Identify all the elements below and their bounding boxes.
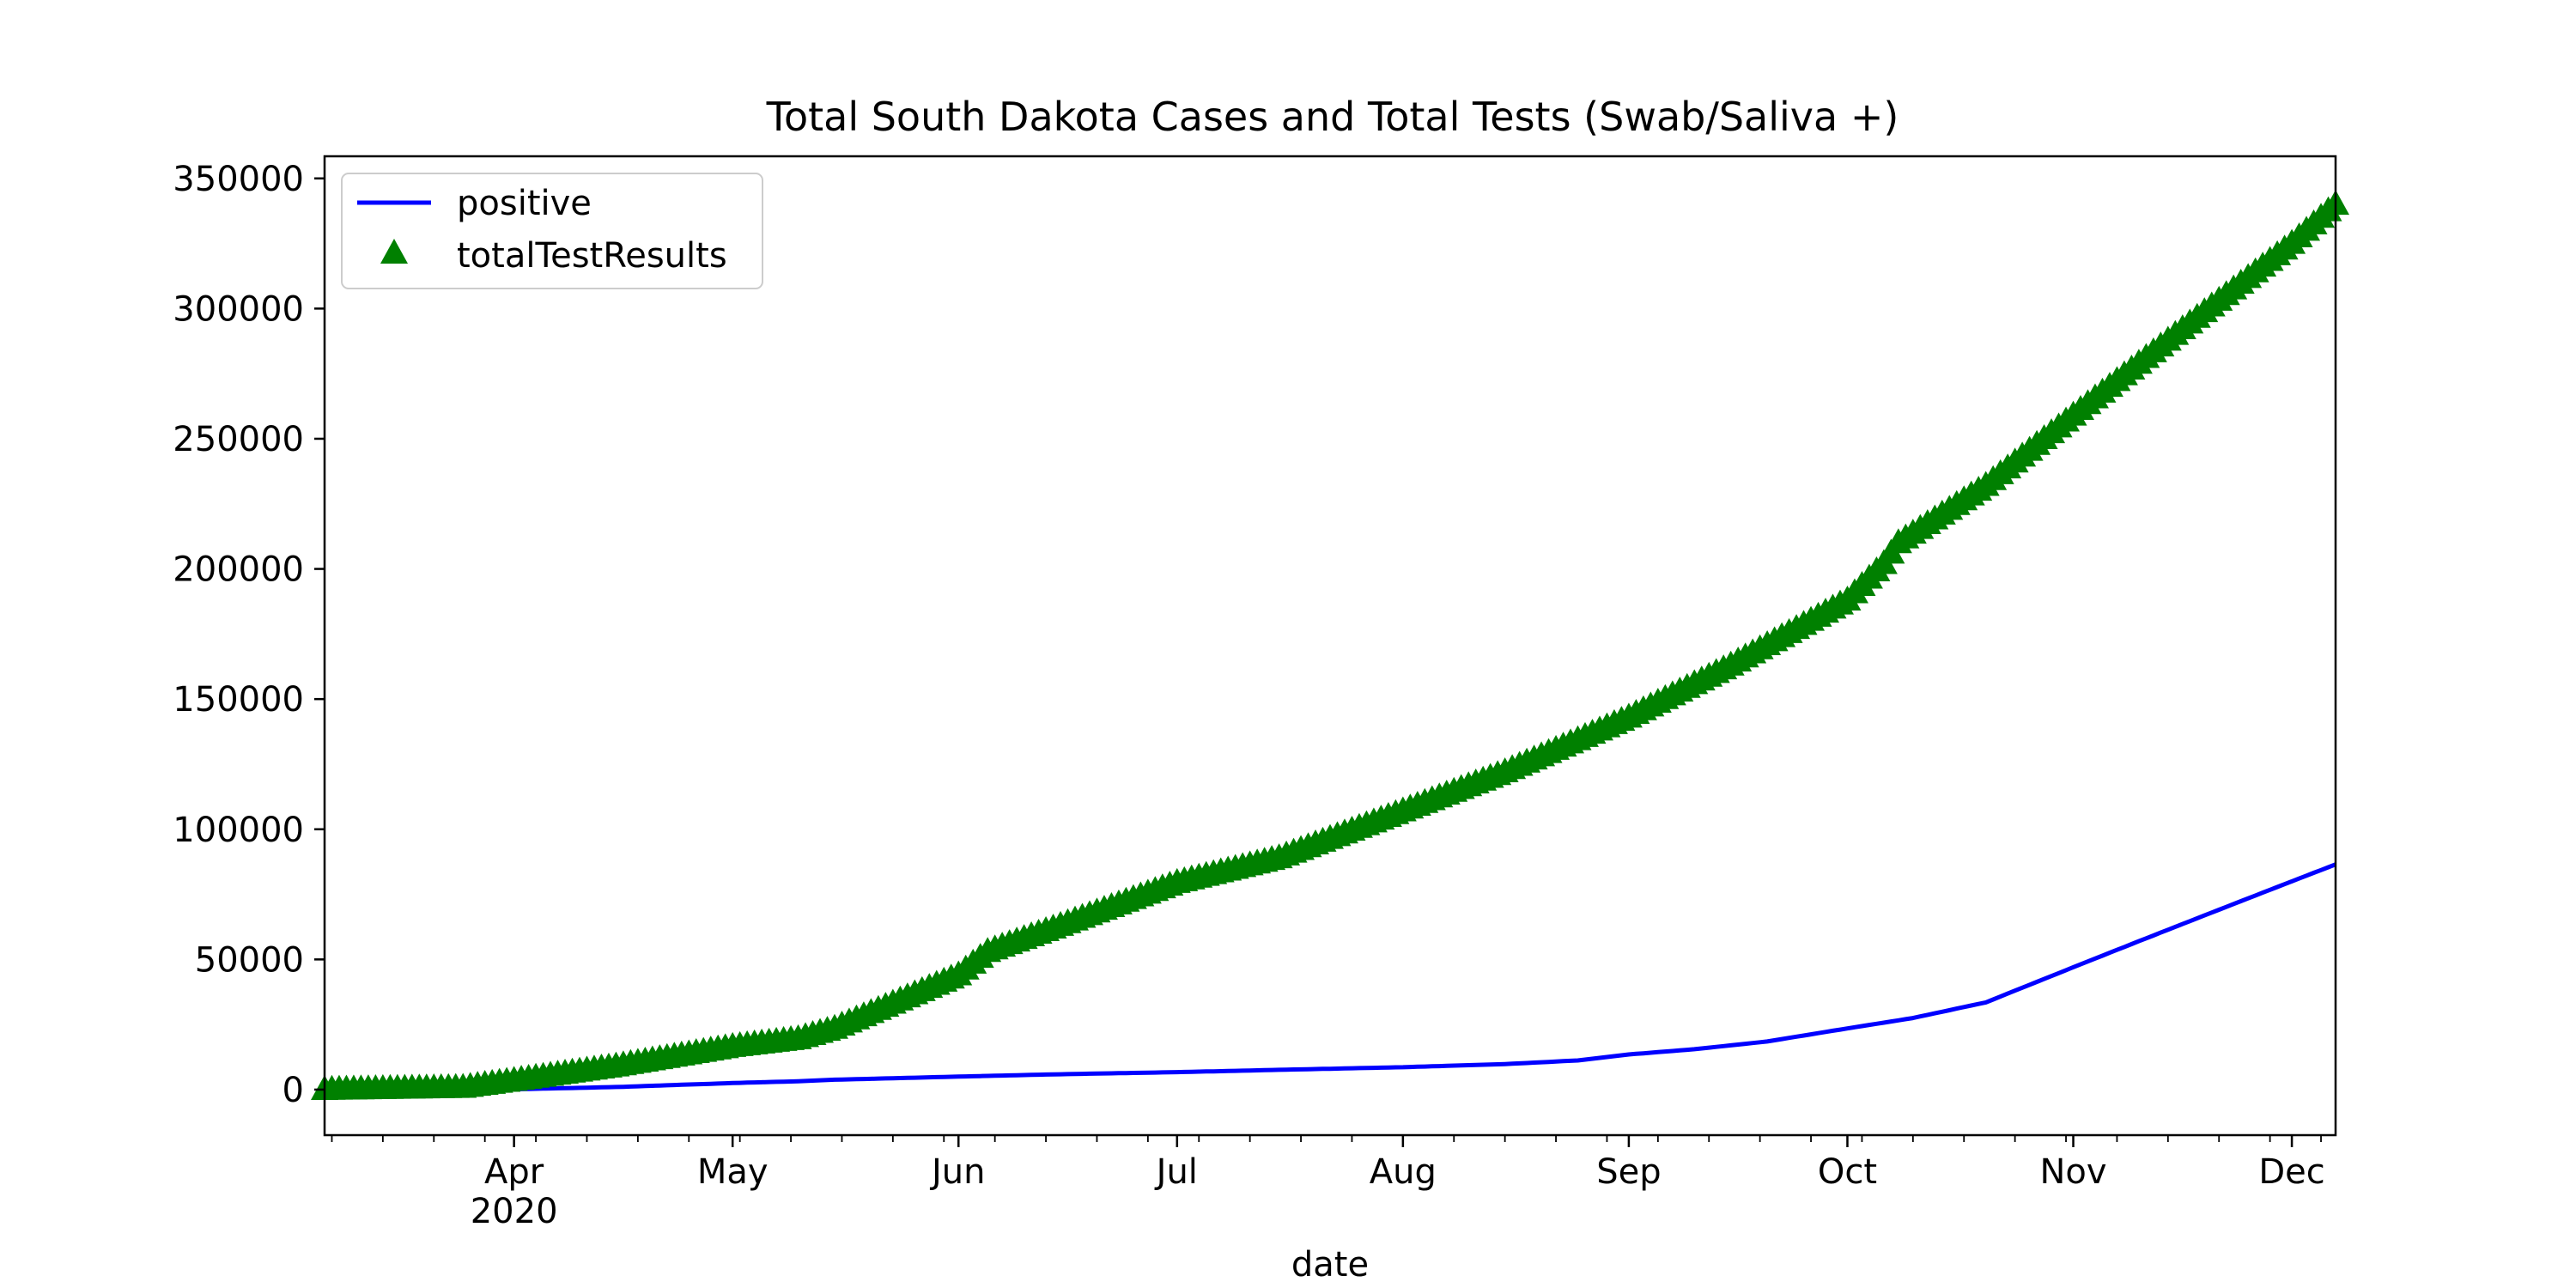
series-line-positive xyxy=(325,862,2336,1092)
x-tick-label: Sep xyxy=(1596,1152,1661,1192)
plot-frame xyxy=(323,155,2337,1137)
y-tick-label: 50000 xyxy=(195,940,304,980)
y-tick-label: 100000 xyxy=(173,811,304,850)
y-tick-label: 250000 xyxy=(173,420,304,459)
x-tick-label: May xyxy=(697,1152,769,1192)
legend-swatch-totalTestResults xyxy=(380,239,408,264)
legend: positive totalTestResults xyxy=(341,173,763,289)
y-axis: 0 50000 100000 150000 200000 250000 300000 3500… xyxy=(173,160,325,1110)
x-tick-label: Jul xyxy=(1154,1152,1198,1192)
legend-label-positive: positive xyxy=(457,184,592,223)
x-tick-label: Oct xyxy=(1818,1152,1877,1192)
y-tick-label: 300000 xyxy=(173,289,304,329)
y-tick-label: 150000 xyxy=(173,680,304,720)
x-tick-label: Apr xyxy=(484,1152,544,1192)
legend-label-totalTestResults: totalTestResults xyxy=(457,236,727,276)
x-tick-label: Aug xyxy=(1370,1152,1437,1192)
chart-title: Total South Dakota Cases and Total Tests… xyxy=(766,94,1899,140)
legend-box xyxy=(341,173,763,289)
y-tick-label: 0 xyxy=(283,1071,304,1110)
y-tick-label: 350000 xyxy=(173,160,304,199)
y-tick-label: 200000 xyxy=(173,550,304,590)
x-tick-sublabel: 2020 xyxy=(471,1192,558,1231)
x-axis-label: date xyxy=(1291,1245,1369,1285)
x-tick-label: Dec xyxy=(2258,1152,2324,1192)
x-tick-label: Nov xyxy=(2039,1152,2106,1192)
x-tick-label: Jun xyxy=(929,1152,986,1192)
